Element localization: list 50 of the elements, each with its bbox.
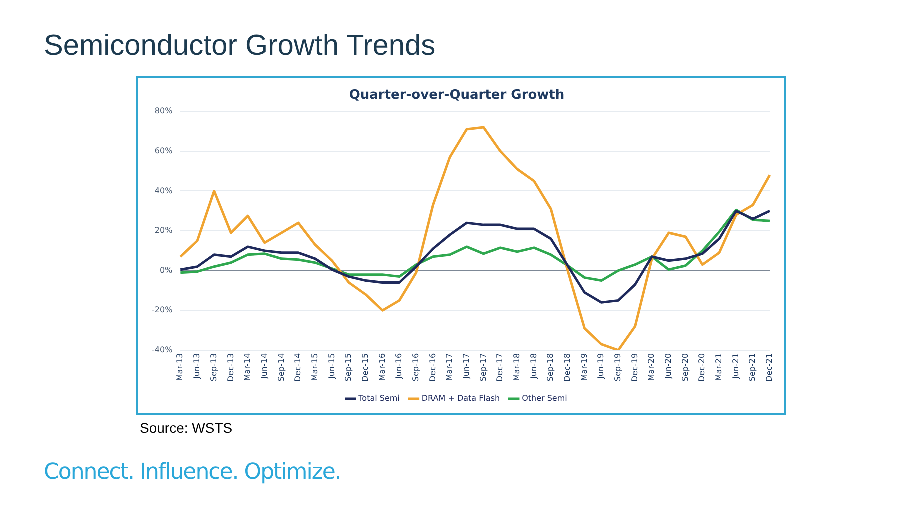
x-tick-label: Jun-20 bbox=[664, 353, 674, 380]
x-tick-label: Jun-14 bbox=[260, 353, 269, 380]
y-tick-label: -20% bbox=[152, 306, 174, 315]
x-tick-label: Dec-17 bbox=[496, 353, 505, 382]
x-tick-label: Mar-19 bbox=[580, 353, 589, 382]
x-tick-label: Jun-19 bbox=[596, 353, 606, 380]
y-tick-label: -40% bbox=[152, 346, 174, 355]
legend-label: DRAM + Data Flash bbox=[422, 394, 500, 404]
y-tick-label: 0% bbox=[160, 266, 174, 275]
chart-subtitle: Quarter-over-Quarter Growth bbox=[349, 88, 565, 104]
x-tick-label: Mar-18 bbox=[512, 353, 522, 382]
x-tick-label: Mar-14 bbox=[243, 353, 252, 382]
x-tick-label: Jun-18 bbox=[529, 353, 538, 380]
x-tick-label: Dec-16 bbox=[428, 353, 438, 382]
x-tick-label: Mar-13 bbox=[176, 353, 185, 382]
legend-label: Other Semi bbox=[522, 394, 568, 404]
x-tick-label: Mar-17 bbox=[445, 353, 454, 382]
x-tick-label: Jun-17 bbox=[462, 353, 471, 380]
x-tick-label: Mar-15 bbox=[310, 353, 320, 382]
x-tick-label: Sep-14 bbox=[276, 353, 286, 382]
x-tick-label: Sep-20 bbox=[680, 353, 690, 382]
x-tick-label: Dec-19 bbox=[630, 353, 640, 382]
x-tick-label: Jun-15 bbox=[327, 353, 336, 380]
x-tick-label: Sep-21 bbox=[748, 353, 758, 382]
x-tick-label: Sep-17 bbox=[478, 353, 488, 382]
x-tick-label: Sep-16 bbox=[411, 353, 420, 382]
chart-title: Semiconductor Growth Trends bbox=[44, 30, 436, 63]
x-tick-label: Dec-14 bbox=[294, 353, 303, 382]
y-tick-label: 40% bbox=[154, 186, 174, 196]
x-tick-label: Mar-21 bbox=[714, 353, 724, 382]
x-tick-label: Mar-20 bbox=[647, 353, 656, 382]
x-tick-label: Jun-13 bbox=[192, 353, 202, 380]
x-tick-label: Mar-16 bbox=[378, 353, 387, 382]
x-tick-label: Sep-15 bbox=[344, 353, 354, 382]
x-tick-label: Dec-20 bbox=[698, 353, 707, 382]
x-tick-label: Sep-18 bbox=[546, 353, 556, 382]
y-tick-label: 60% bbox=[154, 146, 174, 156]
x-tick-label: Sep-19 bbox=[614, 353, 623, 382]
x-tick-label: Dec-15 bbox=[360, 353, 370, 382]
text: Connect. Influence. Optimize. bbox=[44, 460, 341, 485]
x-tick-label: Dec-18 bbox=[563, 353, 572, 382]
x-tick-label: Dec-13 bbox=[226, 353, 236, 382]
x-tick-label: Sep-13 bbox=[209, 353, 218, 382]
x-tick-label: Dec-21 bbox=[765, 353, 774, 382]
x-tick-label: Jun-21 bbox=[731, 353, 740, 380]
legend-label: Total Semi bbox=[358, 394, 400, 404]
y-tick-label: 80% bbox=[154, 106, 174, 116]
source-note: Source: WSTS bbox=[140, 420, 233, 436]
y-tick-label: 20% bbox=[154, 226, 174, 236]
x-tick-label: Jun-16 bbox=[394, 353, 404, 380]
